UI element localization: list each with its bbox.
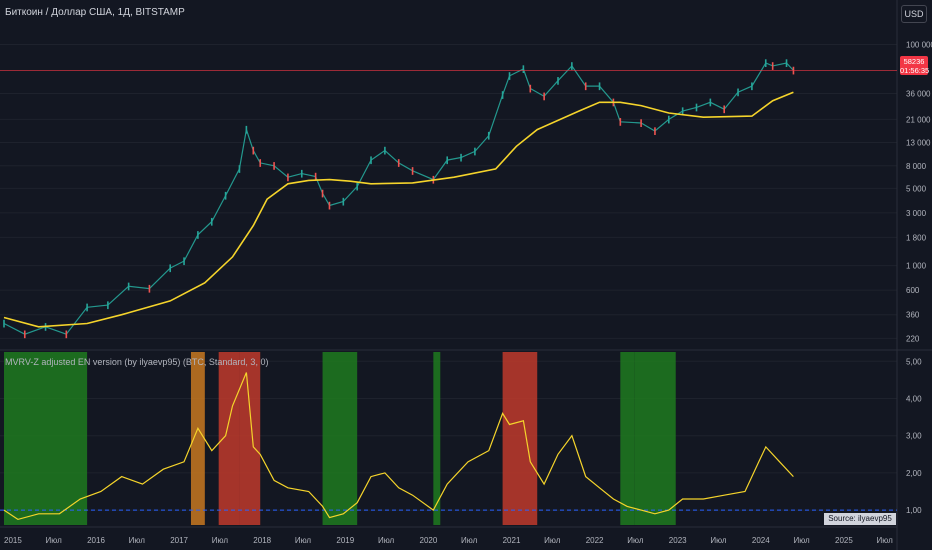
price-axis-tick: 600 bbox=[906, 286, 920, 295]
indicator-zone-red bbox=[239, 352, 261, 525]
time-axis-tick: Июл bbox=[129, 536, 146, 545]
time-axis-tick: 2019 bbox=[336, 536, 354, 545]
time-axis-tick: 2017 bbox=[170, 536, 188, 545]
price-series-line bbox=[3, 62, 794, 335]
price-axis-tick: 360 bbox=[906, 311, 920, 320]
price-axis-tick: 5 000 bbox=[906, 184, 927, 193]
time-axis-tick: Июл bbox=[378, 536, 395, 545]
time-axis-tick: 2020 bbox=[420, 536, 438, 545]
indicator-axis-tick: 4,00 bbox=[906, 395, 922, 404]
indicator-zone-red bbox=[218, 352, 240, 525]
time-axis-tick: Июл bbox=[295, 536, 312, 545]
source-label: Source: ilyaevp95 bbox=[824, 513, 896, 525]
bar-countdown: 01:56:35 bbox=[900, 66, 930, 75]
time-axis-tick: 2021 bbox=[503, 536, 521, 545]
last-price-value: 58236 bbox=[903, 57, 925, 66]
time-axis-tick: 2015 bbox=[4, 536, 22, 545]
last-price-tag: 58236 01:56:35 bbox=[900, 56, 930, 75]
indicator-zone-red bbox=[502, 352, 538, 525]
time-axis-tick: 2025 bbox=[835, 536, 853, 545]
time-axis-tick: Июл bbox=[710, 536, 727, 545]
price-axis-tick: 21 000 bbox=[906, 115, 931, 124]
indicator-axis-tick: 3,00 bbox=[906, 432, 922, 441]
time-axis-tick: Июл bbox=[461, 536, 478, 545]
price-axis-tick: 220 bbox=[906, 334, 920, 343]
indicator-axis-tick: 1,00 bbox=[906, 506, 922, 515]
indicator-zone-green bbox=[322, 352, 358, 525]
indicator-zone-green bbox=[4, 352, 88, 525]
indicator-line bbox=[3, 372, 794, 521]
currency-button[interactable]: USD bbox=[901, 5, 927, 23]
moving-average-line bbox=[3, 91, 794, 328]
indicator-title: MVRV-Z adjusted EN version (by ilyaevp95… bbox=[5, 357, 269, 367]
time-axis-tick: Июл bbox=[877, 536, 894, 545]
time-axis-tick: 2016 bbox=[87, 536, 105, 545]
price-axis-tick: 8 000 bbox=[906, 162, 927, 171]
indicator-axis-tick: 5,00 bbox=[906, 357, 922, 366]
price-axis-tick: 1 000 bbox=[906, 262, 927, 271]
price-axis-tick: 3 000 bbox=[906, 209, 927, 218]
indicator-zone-green bbox=[634, 352, 676, 525]
time-axis-tick: 2018 bbox=[253, 536, 271, 545]
price-axis-tick: 13 000 bbox=[906, 138, 931, 147]
time-axis-tick: 2023 bbox=[669, 536, 687, 545]
indicator-axis-tick: 2,00 bbox=[906, 469, 922, 478]
indicator-zone-green bbox=[433, 352, 441, 525]
price-axis-tick: 1 800 bbox=[906, 233, 927, 242]
time-axis-tick: 2024 bbox=[752, 536, 770, 545]
time-axis-tick: Июл bbox=[793, 536, 810, 545]
symbol-title: Биткоин / Доллар США, 1Д, BITSTAMP bbox=[5, 7, 185, 18]
price-axis-tick: 36 000 bbox=[906, 90, 931, 99]
price-axis-tick: 100 000 bbox=[906, 40, 932, 49]
time-axis-tick: Июл bbox=[627, 536, 644, 545]
time-axis-tick: Июл bbox=[212, 536, 229, 545]
indicator-zone-orange bbox=[190, 352, 205, 525]
time-axis-tick: Июл bbox=[544, 536, 561, 545]
time-axis-tick: 2022 bbox=[586, 536, 604, 545]
time-axis-tick: Июл bbox=[46, 536, 63, 545]
indicator-zone-green bbox=[620, 352, 635, 525]
